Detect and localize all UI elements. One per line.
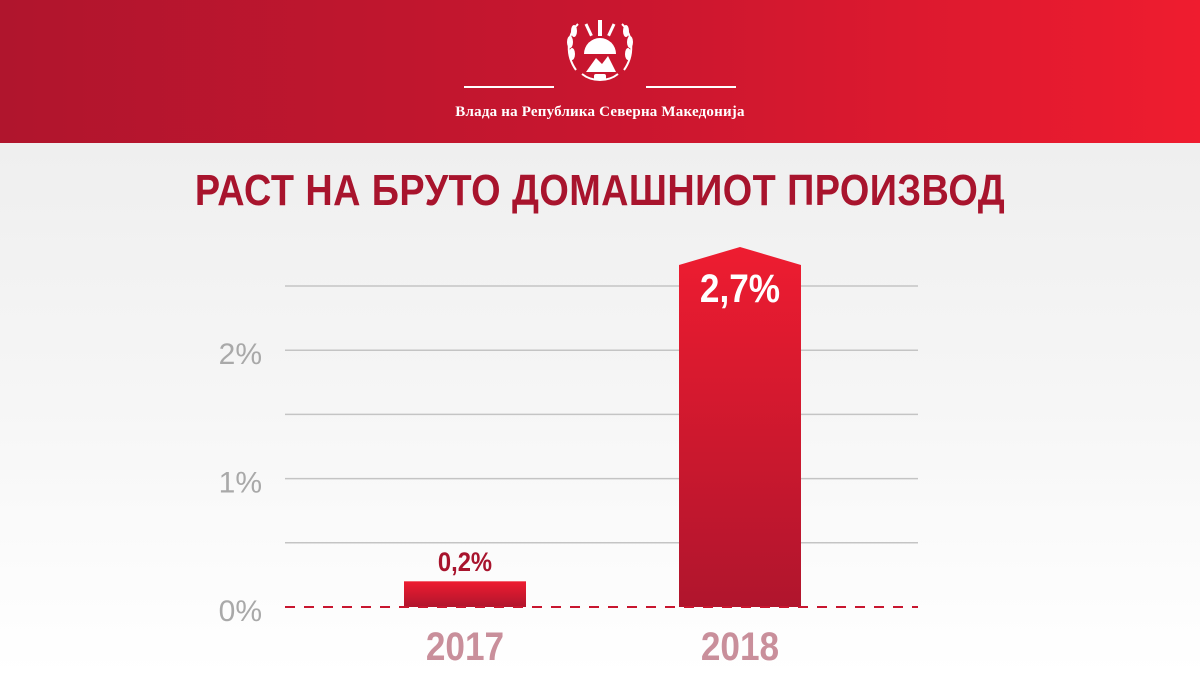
chart-title: РАСТ НА БРУТО ДОМАШНИОТ ПРОИЗВОД (194, 166, 1006, 215)
header-banner: Влада на Република Северна Македонија (0, 0, 1200, 143)
bar-2018 (679, 247, 801, 607)
bar-2017 (404, 581, 526, 607)
value-label-2017: 0,2% (438, 548, 492, 578)
x-category-label: 2018 (701, 624, 779, 669)
y-tick-label: 0% (219, 595, 262, 628)
gridlines (285, 285, 918, 544)
x-category-label: 2017 (426, 624, 504, 669)
labels: 0,2% 2,7% 2017 2018 (426, 266, 780, 669)
value-label-2018: 2,7% (700, 266, 780, 311)
header-rule-left (464, 86, 554, 88)
y-axis-ticks: 0% 1% 2% (219, 338, 262, 628)
y-tick-label: 2% (219, 338, 262, 371)
bars (404, 247, 801, 607)
coat-of-arms-icon (567, 20, 633, 81)
y-tick-label: 1% (219, 467, 262, 500)
header-rule-right (646, 86, 736, 88)
government-name: Влада на Република Северна Македонија (455, 104, 745, 120)
